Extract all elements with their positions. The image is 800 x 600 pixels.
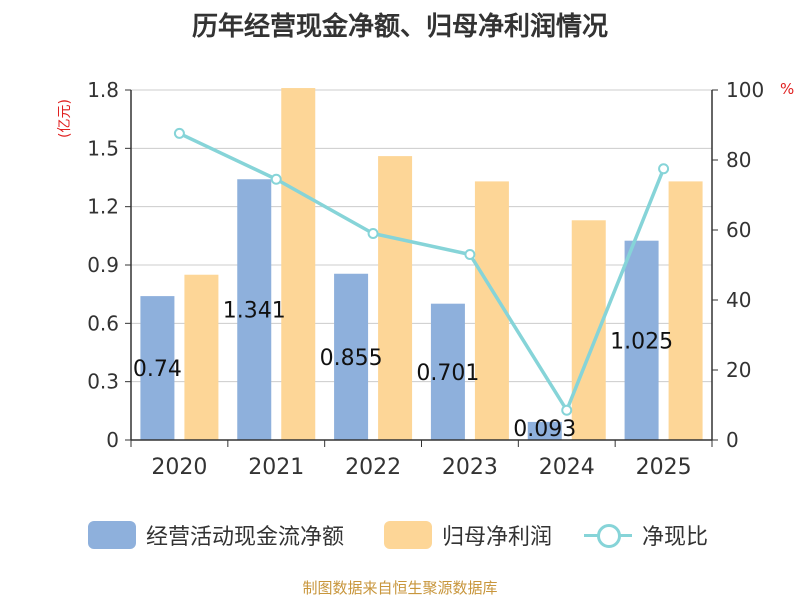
chart-title: 历年经营现金净额、归母净利润情况 <box>191 12 608 42</box>
bar-netprofit <box>184 274 219 440</box>
data-label-cashflow: 0.701 <box>416 361 479 386</box>
bar-cashflow <box>140 296 175 440</box>
line-ratio <box>178 131 666 412</box>
x-tick-label: 2022 <box>345 455 401 480</box>
data-label-cashflow: 1.341 <box>223 299 286 324</box>
y-left-tick-label: 0 <box>106 428 119 452</box>
y-right-tick-label: 40 <box>726 288 751 312</box>
y-right-tick-label: 0 <box>726 428 739 452</box>
legend-swatch-netprofit <box>384 521 432 549</box>
data-label-cashflow: 1.025 <box>610 329 673 354</box>
legend-item-cashflow[interactable]: 经营活动现金流净额 <box>88 515 344 555</box>
x-tick-label: 2025 <box>636 455 692 480</box>
y-right-tick-label: 100 <box>726 78 764 102</box>
y-right-tick-label: 60 <box>726 218 751 242</box>
point-ratio <box>367 228 379 239</box>
bar-cashflow <box>527 421 562 440</box>
y-right-tick-label: 80 <box>726 148 751 172</box>
data-source: 制图数据来自恒生聚源数据库 <box>302 579 498 597</box>
bar-cashflow <box>334 273 369 440</box>
y-left-tick-label: 1.8 <box>87 78 119 102</box>
x-tick-label: 2021 <box>248 455 304 480</box>
point-ratio <box>658 163 670 175</box>
y-left-tick-label: 1.2 <box>87 195 119 219</box>
data-label-cashflow: 0.74 <box>133 357 182 382</box>
x-tick-label: 2023 <box>442 455 498 480</box>
data-label-cashflow: 0.855 <box>320 346 383 371</box>
y-left-tick-label: 0.6 <box>87 311 119 335</box>
y-right-tick-label: 20 <box>726 358 751 382</box>
legend-label-cashflow: 经营活动现金流净额 <box>146 525 345 550</box>
x-tick-label: 2024 <box>539 455 595 480</box>
bar-cashflow <box>624 240 659 440</box>
legend-item-ratio[interactable]: 净现比 <box>584 515 708 555</box>
bar-cashflow <box>237 179 272 440</box>
y-left-tick-label: 0.3 <box>87 370 119 394</box>
bar-cashflow <box>430 303 465 440</box>
bar-netprofit <box>378 156 413 440</box>
point-ratio <box>561 404 573 416</box>
legend-label-netprofit: 归母净利润 <box>442 525 553 550</box>
legend-label-ratio: 净现比 <box>642 525 709 550</box>
y-left-tick-label: 0.9 <box>87 253 119 277</box>
point-ratio <box>270 173 282 185</box>
point-ratio <box>173 127 185 139</box>
bar-netprofit <box>281 88 316 441</box>
right-axis-unit: % <box>780 80 795 98</box>
bar-netprofit <box>668 181 703 440</box>
y-left-tick-label: 1.5 <box>87 136 119 160</box>
legend-item-netprofit[interactable]: 归母净利润 <box>384 515 552 555</box>
point-ratio <box>464 249 476 260</box>
legend-swatch-cashflow <box>88 521 136 549</box>
data-label-cashflow: 0.093 <box>513 417 576 442</box>
x-tick-label: 2020 <box>151 455 207 480</box>
legend-line-ratio-icon <box>584 521 632 549</box>
legend: 经营活动现金流净额 归母净利润 净现比 <box>0 515 800 555</box>
